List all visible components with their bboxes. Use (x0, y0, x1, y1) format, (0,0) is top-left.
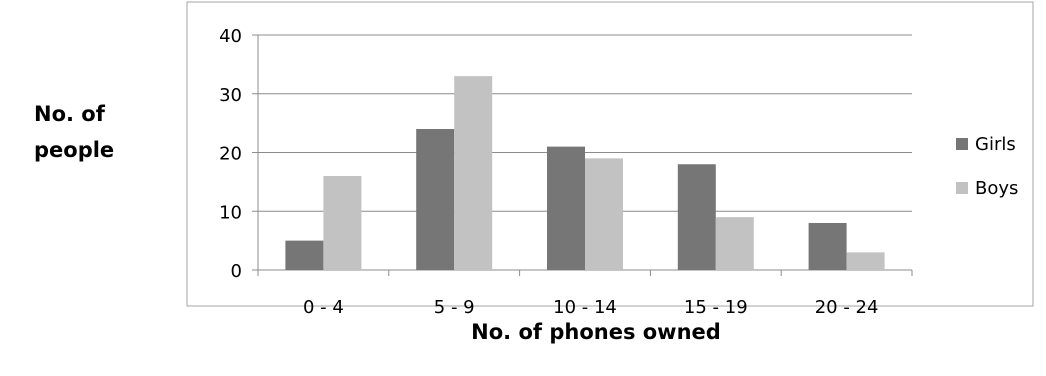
x-axis-title: No. of phones owned (471, 320, 721, 344)
bar-boys (585, 158, 623, 270)
legend: Girls Boys (956, 134, 1018, 199)
x-tick-label: 5 - 9 (434, 297, 475, 318)
bar-boys (715, 217, 754, 270)
y-tick-label: 40 (219, 26, 242, 47)
y-tick-label: 20 (219, 144, 242, 165)
bar-boys (323, 176, 362, 270)
x-tick-label: 20 - 24 (815, 297, 879, 318)
x-tick-label: 10 - 14 (553, 297, 617, 318)
y-axis-title-line-2: people (34, 138, 115, 162)
x-tick-label: 15 - 19 (684, 297, 748, 318)
bar-girls (808, 223, 847, 270)
x-tick-label: 0 - 4 (303, 297, 344, 318)
legend-swatch-girls (956, 138, 968, 150)
bar-girls (547, 146, 585, 270)
legend-swatch-boys (956, 182, 968, 194)
y-tick-label: 0 (231, 261, 242, 282)
tick-labels: 0 10 20 30 40 0 - 4 5 - 9 10 - 14 15 - 19 20 - 24 (219, 26, 878, 318)
y-tick-label: 30 (219, 85, 242, 106)
bar-girls (285, 240, 324, 270)
y-axis-title: No. of people (34, 96, 144, 168)
x-axis-title-row: No. of phones owned (0, 320, 1046, 344)
bars (285, 76, 885, 270)
y-axis-title-line-1: No. of (34, 102, 105, 126)
bar-girls (677, 164, 716, 270)
bar-boys (454, 76, 493, 270)
bar-boys (846, 252, 885, 270)
legend-label-boys: Boys (975, 178, 1018, 199)
bar-girls (416, 129, 455, 270)
legend-label-girls: Girls (975, 134, 1016, 155)
y-tick-label: 10 (219, 202, 242, 223)
